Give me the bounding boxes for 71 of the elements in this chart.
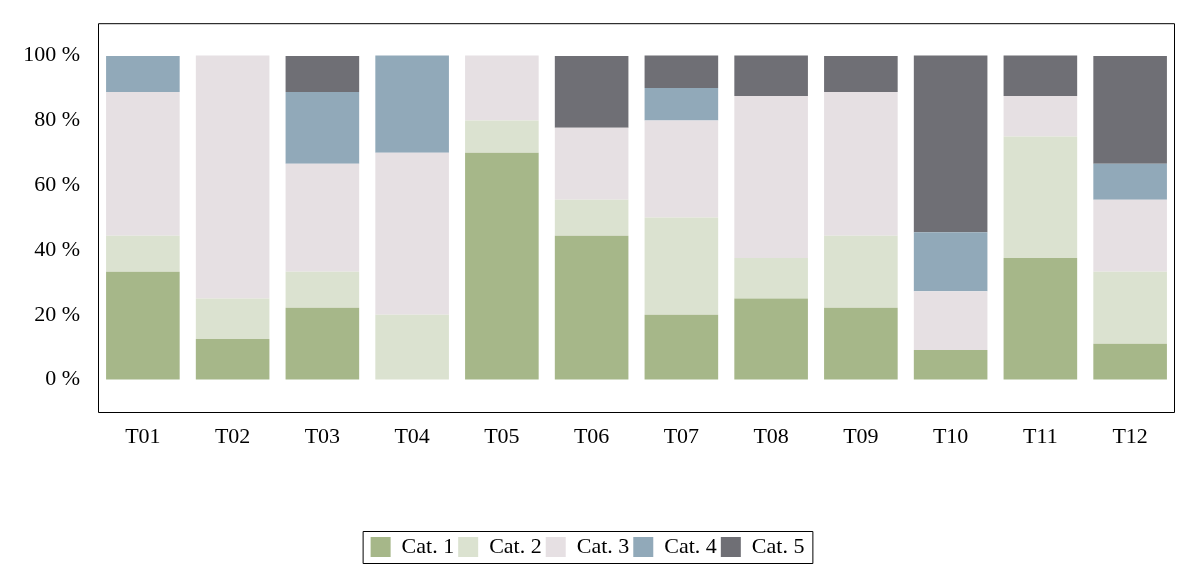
x-tick-label: T09: [843, 422, 879, 448]
bar: [1093, 163, 1167, 200]
x-tick-label: T05: [484, 422, 520, 448]
bar: [734, 55, 808, 97]
bar: [285, 91, 360, 164]
bar: [554, 55, 629, 128]
x-tick-label: T11: [1023, 422, 1058, 448]
legend-label: Cat. 2: [489, 532, 542, 558]
bar: [734, 298, 808, 380]
bar: [375, 314, 449, 380]
bar: [1093, 199, 1167, 272]
bar: [106, 235, 180, 272]
bar: [734, 258, 808, 299]
bar: [913, 232, 988, 292]
x-tick-label: T12: [1112, 422, 1148, 448]
x-tick-label: T10: [932, 422, 969, 448]
bar: [1003, 96, 1078, 137]
bar: [285, 271, 360, 308]
bar: [106, 91, 180, 236]
x-tick-label: T01: [125, 422, 161, 448]
bar: [195, 55, 270, 299]
bar: [644, 88, 719, 121]
bar: [644, 55, 719, 88]
bar: [106, 271, 180, 380]
x-tick-label: T02: [214, 422, 251, 448]
bar: [734, 96, 808, 259]
bar: [465, 120, 539, 153]
bar: [465, 152, 539, 380]
bar: [285, 163, 360, 272]
y-tick-label: 60 %: [34, 170, 80, 196]
bar: [195, 298, 270, 340]
bar: [285, 307, 360, 380]
bar: [285, 55, 360, 92]
y-tick-label: 0 %: [45, 365, 80, 391]
x-tick-label: T07: [663, 422, 700, 448]
bar: [465, 55, 539, 121]
bar: [824, 55, 898, 92]
bar: [554, 127, 629, 200]
bar: [824, 235, 898, 308]
legend-label: Cat. 3: [576, 532, 630, 558]
bar: [913, 350, 988, 380]
bar: [913, 291, 988, 351]
y-tick-label: 20 %: [34, 300, 80, 326]
bar: [1003, 258, 1078, 380]
x-tick-label: T04: [394, 422, 430, 448]
bar: [1093, 55, 1167, 164]
bar: [375, 55, 449, 153]
bar: [824, 307, 898, 380]
bar: [1093, 271, 1167, 344]
bar: [106, 55, 180, 92]
bar: [375, 152, 449, 315]
legend-label: Cat. 4: [664, 532, 717, 558]
y-tick-label: 100 %: [23, 41, 80, 67]
bar: [913, 55, 988, 233]
x-tick-label: T08: [753, 422, 789, 448]
bar: [554, 235, 629, 380]
bar: [644, 120, 719, 218]
bar: [1003, 55, 1078, 97]
x-tick-label: T06: [573, 422, 610, 448]
bar: [554, 199, 629, 236]
y-tick-label: 80 %: [34, 106, 80, 132]
bar: [824, 91, 898, 236]
bar: [644, 314, 719, 380]
bar: [1093, 343, 1167, 380]
bar: [644, 217, 719, 315]
legend-label: Cat. 5: [751, 532, 805, 558]
bar: [195, 339, 270, 380]
y-tick-label: 40 %: [34, 235, 80, 261]
x-tick-label: T03: [304, 422, 341, 448]
legend-label: Cat. 1: [401, 532, 455, 558]
bar: [1003, 136, 1078, 259]
